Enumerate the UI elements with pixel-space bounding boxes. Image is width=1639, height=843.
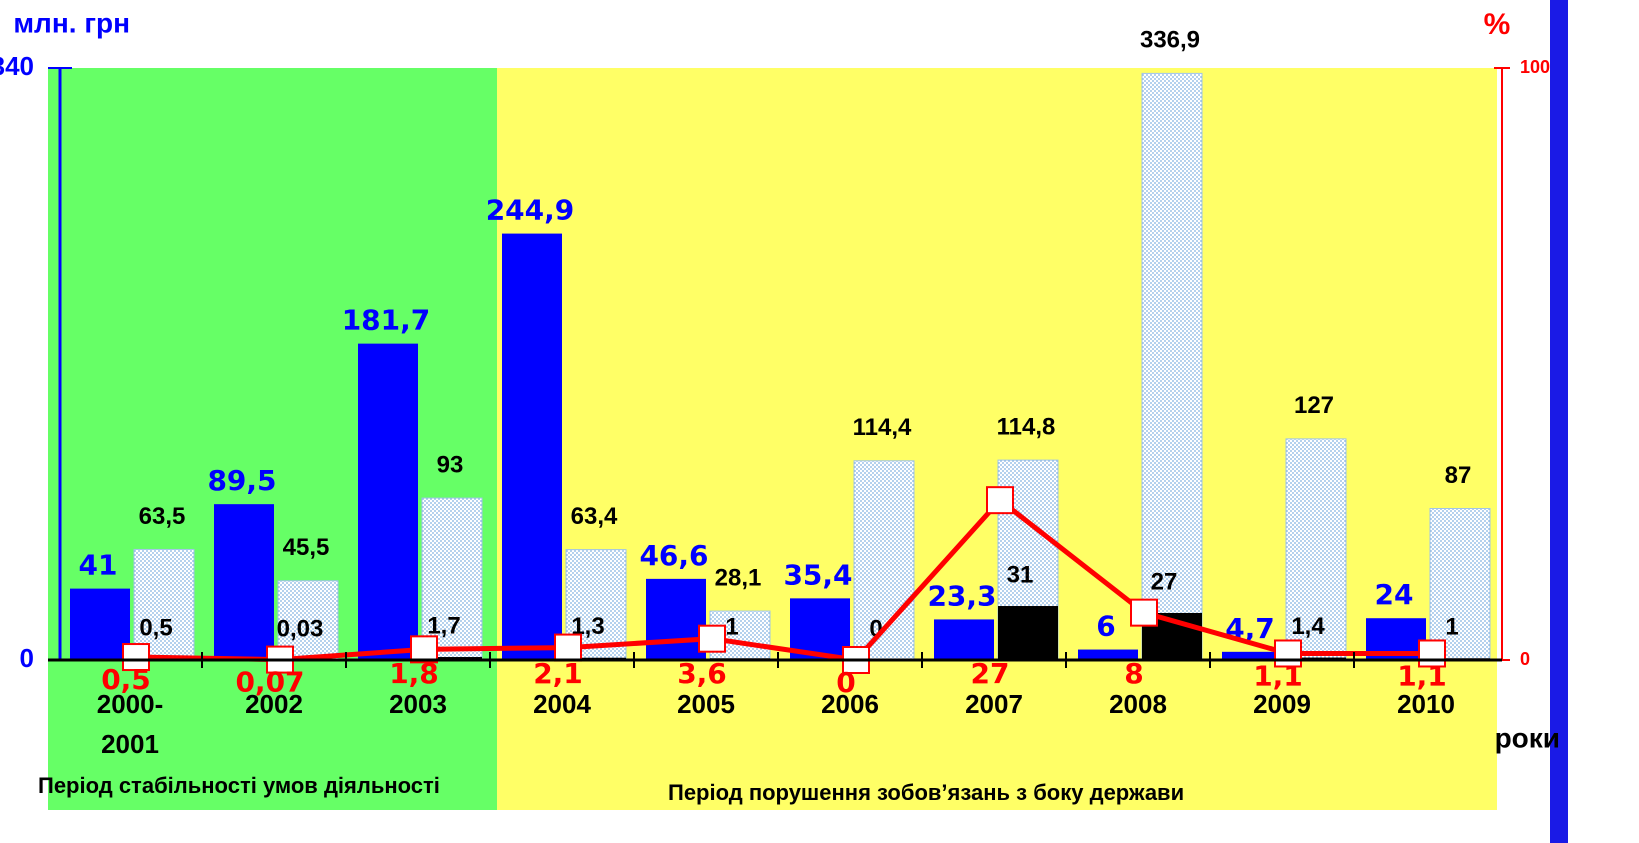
- bar-value-label: 24: [1375, 578, 1414, 611]
- bar: [1222, 651, 1282, 660]
- x-tick-label: 2008: [1109, 689, 1167, 719]
- x-tick-label: 2000- 2001: [96, 689, 164, 759]
- y2-tick-label: 100: [1520, 57, 1550, 77]
- x-tick-label: 2009: [1253, 689, 1311, 719]
- y-tick-label: 0: [20, 643, 34, 673]
- line-value-label: 2,1: [533, 657, 583, 690]
- x-tick-label: 2006: [821, 689, 879, 719]
- line-marker: [698, 624, 726, 653]
- line: [135, 496, 1432, 663]
- line-marker: [1130, 598, 1158, 627]
- y2-axis-label: %: [1484, 8, 1511, 41]
- bar-value-label: 28,1: [715, 564, 762, 591]
- bar-value-label: 87: [1445, 462, 1472, 489]
- y-tick-label: 340: [0, 51, 34, 81]
- bar: [421, 497, 483, 661]
- bar: [70, 588, 130, 660]
- bar: [998, 606, 1058, 660]
- line-value-label: 0: [836, 666, 855, 699]
- bar-value-label: 63,5: [139, 503, 186, 530]
- line-value-label: 1,8: [389, 657, 439, 690]
- bar: [1141, 72, 1203, 661]
- bar-value-label: 41: [79, 549, 118, 582]
- bar: [502, 233, 562, 660]
- bar-value-label: 244,9: [486, 194, 575, 227]
- y-axis-label: млн. грн: [13, 7, 130, 38]
- x-tick-label: 2004: [533, 689, 591, 719]
- x-tick-label: 2007: [965, 689, 1023, 719]
- bar-value-label: 23,3: [927, 579, 996, 612]
- line-value-label: 27: [971, 657, 1010, 690]
- bar: [1285, 438, 1347, 661]
- x-axis-label: роки: [1495, 722, 1560, 753]
- line-marker: [1418, 639, 1446, 668]
- line-value-label: 8: [1124, 657, 1143, 690]
- period-note: Період стабільності умов діяльності: [38, 773, 440, 798]
- bar-value-label: 31: [1007, 561, 1034, 588]
- bar-value-label: 1: [725, 614, 738, 641]
- bar: [358, 343, 418, 660]
- x-tick-label: 2002: [245, 689, 303, 719]
- line-value-label: 1,1: [1253, 659, 1303, 692]
- line-value-label: 0,07: [235, 666, 304, 699]
- bar-value-label: 127: [1294, 392, 1334, 419]
- bar-value-label: 1: [1445, 614, 1458, 641]
- bar: [133, 548, 195, 661]
- line-value-label: 3,6: [677, 657, 727, 690]
- bar-value-label: 35,4: [783, 558, 852, 591]
- line-marker: [410, 635, 438, 664]
- bar-value-label: 114,8: [997, 413, 1056, 440]
- bar-value-label: 336,9: [1140, 27, 1200, 54]
- line-value-label: 1,1: [1397, 659, 1447, 692]
- bar: [214, 504, 274, 660]
- bar-value-label: 0,5: [139, 614, 172, 641]
- x-tick-label: 2010: [1397, 689, 1455, 719]
- stable-period-region: [48, 68, 497, 810]
- bar-value-label: 1,7: [427, 612, 460, 639]
- x-tick-label: 2005: [677, 689, 735, 719]
- bar-value-label: 114,4: [853, 414, 912, 441]
- bar: [934, 619, 994, 660]
- bar: [1078, 649, 1138, 660]
- bar-value-label: 46,6: [639, 539, 708, 572]
- line-value-label: 0,5: [101, 663, 151, 696]
- bar-value-label: 27: [1151, 568, 1178, 595]
- bar-value-label: 89,5: [207, 464, 276, 497]
- x-tick-label: 2003: [389, 689, 447, 719]
- bar-value-label: 6: [1096, 610, 1115, 643]
- line-marker: [986, 486, 1014, 515]
- bar-value-label: 63,4: [571, 503, 618, 530]
- line-marker: [122, 643, 150, 672]
- y2-tick-label: 0: [1520, 649, 1530, 669]
- side-strip: [1550, 0, 1568, 843]
- bar-value-label: 0,03: [277, 615, 324, 642]
- bar: [646, 578, 706, 660]
- bar-value-label: 93: [437, 451, 464, 478]
- bar-value-label: 1,4: [1291, 613, 1325, 640]
- bar-value-label: 181,7: [342, 304, 431, 337]
- bar: [1429, 508, 1491, 661]
- line-marker: [554, 633, 582, 662]
- line-marker: [1274, 639, 1302, 668]
- bar-value-label: 45,5: [283, 534, 330, 561]
- period-note: Період порушення зобов’язань з боку держ…: [668, 780, 1185, 805]
